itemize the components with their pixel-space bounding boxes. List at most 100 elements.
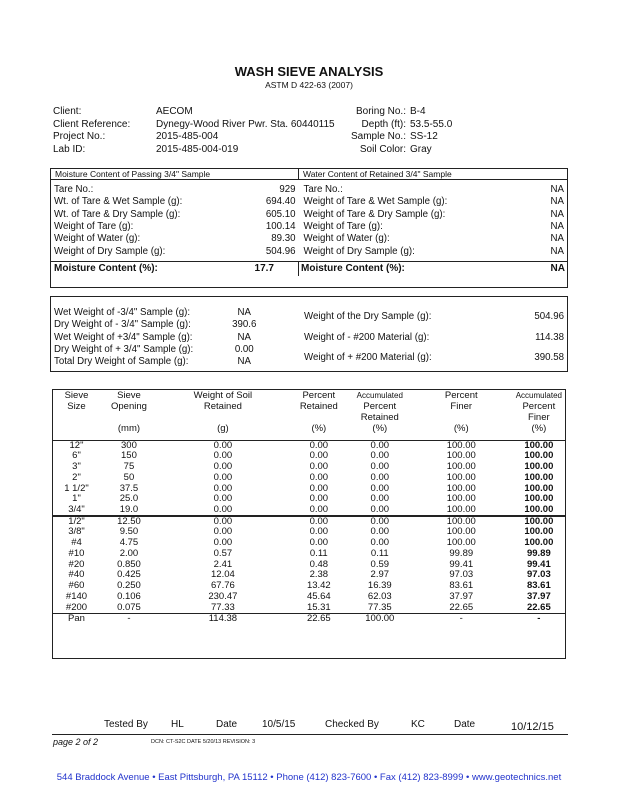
percent-retained: 0.00 bbox=[309, 536, 329, 548]
weight-retained: 230.47 bbox=[208, 590, 238, 602]
client-value: AECOM bbox=[156, 106, 193, 117]
header-line: Percent bbox=[363, 401, 397, 412]
table-row: Weight of the Dry Sample (g): 504.96 bbox=[301, 307, 567, 327]
table-row: Dry Weight of - 3/4" Sample (g): 390.6 bbox=[51, 319, 281, 331]
row-label: Weight of Tare (g): bbox=[303, 221, 383, 233]
accum-retained: 0.00 bbox=[370, 450, 390, 462]
row-value: 390.6 bbox=[232, 319, 257, 331]
sieve-opening: 0.425 bbox=[117, 569, 141, 581]
sieve-row: 3" 75 0.00 0.00 0.00 100.00 100.00 bbox=[53, 462, 565, 473]
percent-finer: 100.00 bbox=[446, 536, 476, 548]
moisture-content-label: Moisture Content (%): bbox=[54, 262, 158, 274]
sieve-size: 1/2" bbox=[68, 515, 85, 527]
boring-label: Boring No.: bbox=[355, 106, 406, 117]
sieve-opening: 25.0 bbox=[119, 493, 139, 505]
info-labels-right: Boring No.: Depth (ft): Sample No.: Soil… bbox=[340, 106, 406, 156]
header-line: Percent bbox=[444, 390, 478, 401]
sieve-row: 1 1/2" 37.5 0.00 0.00 0.00 100.00 100.00 bbox=[53, 483, 565, 494]
row-value: 0.00 bbox=[234, 344, 254, 356]
header-line: Retained bbox=[360, 412, 399, 423]
accum-retained: 62.03 bbox=[367, 590, 392, 602]
sieve-size: 3/4" bbox=[68, 503, 85, 515]
sieve-opening: 12.50 bbox=[117, 515, 141, 527]
sieve-opening: 4.75 bbox=[119, 536, 139, 548]
sieve-table: Sieve Size Sieve Opening (mm) Weight of Soil… bbox=[52, 389, 566, 659]
percent-finer: 22.65 bbox=[449, 601, 474, 613]
row-value: 929 bbox=[279, 184, 296, 196]
project-value: 2015-485-004 bbox=[156, 131, 219, 142]
moisture-section: Moisture Content of Passing 3/4" Sample … bbox=[50, 168, 568, 288]
row-value: 100.14 bbox=[265, 221, 296, 233]
percent-finer: 100.00 bbox=[446, 471, 476, 483]
weight-retained: 0.00 bbox=[213, 526, 233, 538]
row-value: 694.40 bbox=[265, 196, 296, 208]
row-value: NA bbox=[550, 208, 564, 220]
percent-retained: 0.00 bbox=[309, 439, 329, 451]
percent-retained: 0.00 bbox=[309, 493, 329, 505]
weight-retained: 0.00 bbox=[213, 493, 233, 505]
sieve-opening: 300 bbox=[121, 439, 137, 451]
row-label: Wt. of Tare & Wet Sample (g): bbox=[54, 196, 183, 208]
accum-finer: 100.00 bbox=[524, 482, 554, 494]
weight-retained: 0.00 bbox=[213, 536, 233, 548]
sieve-row: #200 0.075 77.33 15.31 77.35 22.65 22.65 bbox=[53, 602, 565, 613]
sieve-size: Pan bbox=[68, 612, 85, 624]
row-value: NA bbox=[550, 221, 564, 233]
document-control: DCN: CT-S2C DATE 5/20/13 REVISION: 3 bbox=[151, 739, 256, 745]
date-value: 10/5/15 bbox=[262, 719, 296, 730]
table-row: Weight of Tare & Dry Sample (g): NA bbox=[301, 209, 567, 221]
column-header: Percent Finer (%) bbox=[410, 390, 513, 440]
sample-label: Sample No.: bbox=[350, 131, 406, 142]
sieve-opening: 2.00 bbox=[119, 547, 139, 559]
soil-color-value: Gray bbox=[410, 143, 432, 155]
table-row: Weight of Tare (g): 100.14 bbox=[51, 221, 299, 233]
weights-section: Wet Weight of -3/4" Sample (g): NA Dry Wei… bbox=[50, 296, 568, 372]
sieve-row: 6" 150 0.00 0.00 0.00 100.00 100.00 bbox=[53, 451, 565, 462]
boring-value: B-4 bbox=[410, 106, 426, 117]
percent-finer: 37.97 bbox=[449, 590, 474, 602]
table-row: Wt. of Tare & Wet Sample (g): 694.40 bbox=[51, 196, 299, 208]
sieve-opening: - bbox=[127, 612, 131, 624]
accum-finer: 83.61 bbox=[526, 580, 551, 592]
row-value: NA bbox=[550, 233, 564, 245]
sieve-size: 1" bbox=[72, 493, 81, 505]
sieve-size: 3/8" bbox=[68, 526, 85, 538]
weights-left-table: Wet Weight of -3/4" Sample (g): NA Dry Wei… bbox=[51, 307, 281, 368]
weight-retained: 77.33 bbox=[211, 601, 235, 613]
row-label: Dry Weight of + 3/4" Sample (g): bbox=[54, 344, 194, 356]
accum-retained: 0.00 bbox=[370, 493, 390, 505]
checked-by-value: KC bbox=[411, 719, 425, 730]
header-line: Finer bbox=[528, 412, 550, 423]
weight-retained: 0.00 bbox=[213, 503, 233, 515]
accum-finer: 100.00 bbox=[524, 503, 554, 515]
header-line: Retained bbox=[299, 401, 338, 412]
table-row: Weight of Water (g): NA bbox=[301, 233, 567, 245]
accum-finer: 99.41 bbox=[526, 558, 551, 570]
header-line: Weight of Soil bbox=[193, 390, 253, 401]
weight-retained: 2.41 bbox=[213, 558, 233, 570]
header-line: Retained bbox=[203, 401, 242, 412]
header-line: Sieve bbox=[117, 390, 141, 401]
row-value: NA bbox=[550, 245, 564, 257]
weight-retained: 0.00 bbox=[213, 450, 233, 462]
table-row: Weight of - #200 Material (g): 114.38 bbox=[301, 327, 567, 347]
footer-divider bbox=[52, 734, 568, 735]
row-value: 605.10 bbox=[265, 208, 296, 220]
info-values-right: B-4 53.5-55.0 SS-12 Gray bbox=[410, 106, 452, 156]
sieve-row: #10 2.00 0.57 0.11 0.11 99.89 99.89 bbox=[53, 548, 565, 559]
accum-finer: 100.00 bbox=[524, 536, 554, 548]
table-row: Dry Weight of + 3/4" Sample (g): 0.00 bbox=[51, 344, 281, 356]
percent-retained: 0.00 bbox=[309, 450, 329, 462]
sieve-size: #40 bbox=[68, 569, 85, 581]
accum-retained: 0.00 bbox=[370, 515, 390, 527]
sieve-row: #60 0.250 67.76 13.42 16.39 83.61 83.61 bbox=[53, 581, 565, 592]
client-label: Client: bbox=[53, 106, 82, 117]
accum-retained: 100.00 bbox=[365, 612, 395, 624]
row-value: 504.96 bbox=[265, 245, 296, 257]
lab-id-label: Lab ID: bbox=[53, 143, 86, 155]
sieve-row: 3/4" 19.0 0.00 0.00 0.00 100.00 100.00 bbox=[53, 503, 565, 516]
row-label: Tare No.: bbox=[54, 184, 94, 196]
percent-retained: 15.31 bbox=[306, 601, 331, 613]
date2-value: 10/12/15 bbox=[511, 721, 554, 733]
header-line: (%) bbox=[453, 423, 469, 434]
